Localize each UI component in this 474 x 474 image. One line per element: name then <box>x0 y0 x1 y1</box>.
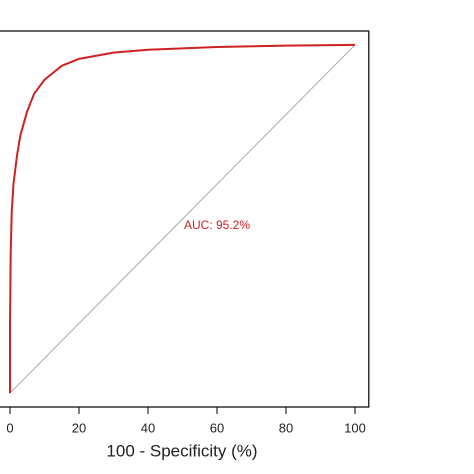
x-tick-label: 40 <box>141 420 155 435</box>
x-tick-label: 0 <box>6 420 13 435</box>
x-axis-label: 100 - Specificity (%) <box>106 441 257 460</box>
roc-curve <box>9 43 356 394</box>
x-tick-label: 80 <box>279 420 293 435</box>
reference-line <box>9 44 356 394</box>
x-tick-label: 100 <box>344 420 366 435</box>
x-tick-label: 60 <box>210 420 224 435</box>
annotation: AUC: 95.2% <box>184 218 250 232</box>
plot-frame <box>0 30 370 408</box>
x-tick-label: 20 <box>72 420 86 435</box>
